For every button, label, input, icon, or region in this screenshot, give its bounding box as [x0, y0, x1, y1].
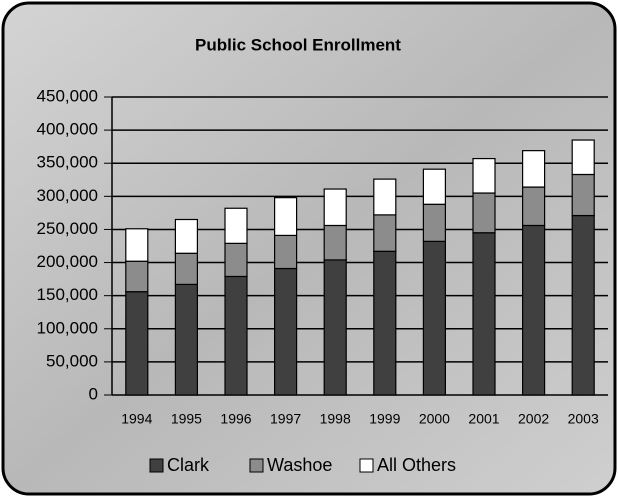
bar-segment — [125, 228, 149, 262]
x-tick-label: 1994 — [121, 411, 152, 427]
x-tick-label: 1997 — [270, 411, 301, 427]
bar-segment — [224, 275, 248, 396]
x-tick-label: 2000 — [419, 411, 450, 427]
bar-segment — [174, 283, 198, 396]
x-tick-label: 1999 — [369, 411, 400, 427]
bar-segment — [323, 259, 347, 396]
y-tick-label: 100,000 — [37, 318, 98, 337]
y-tick-label: 300,000 — [37, 186, 98, 205]
x-tick-label: 2003 — [568, 411, 599, 427]
x-tick-label: 2002 — [518, 411, 549, 427]
bar-segment — [373, 214, 397, 252]
y-tick-label: 150,000 — [37, 285, 98, 304]
y-tick-label: 50,000 — [46, 351, 98, 370]
x-tick-label: 1995 — [171, 411, 202, 427]
bar-segment — [472, 192, 496, 234]
bar-segment — [373, 250, 397, 396]
legend-label: All Others — [377, 455, 456, 475]
bar-segment — [571, 214, 595, 396]
bar-segment — [571, 173, 595, 217]
bar-segment — [125, 260, 149, 293]
bar-segment — [472, 232, 496, 396]
bar-segment — [472, 157, 496, 194]
bar-segment — [521, 186, 546, 227]
bar-segment — [323, 188, 347, 227]
x-tick-label: 1998 — [320, 411, 351, 427]
legend-swatch — [149, 458, 164, 473]
bar-segment — [521, 224, 546, 396]
y-tick-label: 0 — [89, 384, 98, 403]
bar-segment — [571, 139, 595, 176]
x-tick-label: 2001 — [468, 411, 499, 427]
bar-segment — [422, 240, 446, 396]
bar-segment — [224, 242, 248, 278]
bar-segment — [521, 150, 546, 188]
y-tick-label: 450,000 — [37, 86, 98, 105]
bar-segment — [323, 224, 347, 261]
legend-label: Washoe — [267, 455, 332, 475]
legend-swatch — [359, 458, 374, 473]
y-tick-label: 350,000 — [37, 153, 98, 172]
bar-segment — [224, 207, 248, 244]
legend-label: Clark — [167, 455, 210, 475]
legend-swatch — [249, 458, 264, 473]
y-tick-label: 200,000 — [37, 252, 98, 271]
bar-segment — [373, 178, 397, 216]
bar-segment — [174, 252, 198, 286]
y-tick-label: 250,000 — [37, 219, 98, 238]
chart-title: Public School Enrollment — [195, 35, 401, 54]
bar-segment — [174, 218, 198, 254]
bar-segment — [125, 291, 149, 396]
bar-segment — [274, 267, 298, 396]
bar-segment — [422, 203, 446, 242]
y-tick-label: 400,000 — [37, 120, 98, 139]
bar-segment — [274, 197, 298, 237]
bar-segment — [274, 234, 298, 270]
bar-segment — [422, 168, 446, 205]
x-tick-label: 1996 — [220, 411, 251, 427]
